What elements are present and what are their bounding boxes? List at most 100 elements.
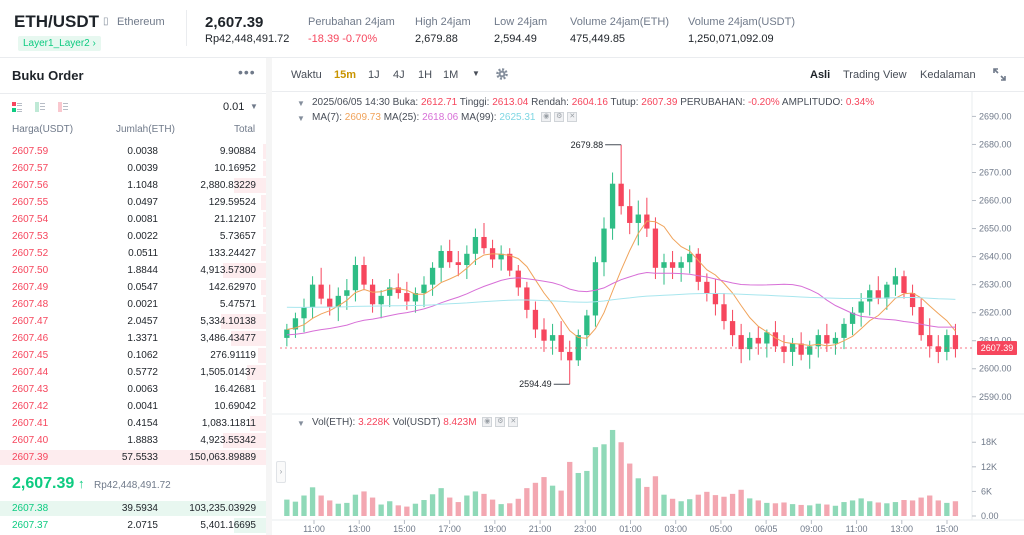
stat-value: 2,594.49 [494,33,537,45]
depth-bar [220,314,266,329]
ask-row[interactable]: 2607.46 1.3371 3,486.43477 [0,330,266,347]
ask-row[interactable]: 2607.55 0.0497 129.59524 [0,194,266,211]
close-icon[interactable]: ✕ [508,417,519,428]
coin-name[interactable]: Ethereum [117,16,165,28]
volume-tick-label: 18K [981,437,997,447]
row-price: 2607.49 [12,282,49,293]
expand-icon[interactable] [993,68,1006,81]
view-asks-icon[interactable] [58,102,68,112]
view-bids-icon[interactable] [35,102,45,112]
interval-1j[interactable]: 1J [368,69,380,81]
more-options-icon[interactable]: ••• [238,64,256,80]
volume-bar [327,500,333,516]
bid-row[interactable]: 2607.37 2.0715 5,401.16695 [0,517,266,534]
ask-row[interactable]: 2607.44 0.5772 1,505.01437 [0,364,266,381]
close-icon[interactable]: ✕ [567,112,578,123]
ask-row[interactable]: 2607.47 2.0457 5,334.10138 [0,313,266,330]
candle-body [335,295,341,308]
row-price: 2607.39 [12,452,49,463]
interval-15m[interactable]: 15m [334,69,357,81]
volume-bar [849,500,856,516]
collapse-volume-icon[interactable]: ▼ [297,419,305,428]
ask-row[interactable]: 2607.43 0.0063 16.42681 [0,381,266,398]
row-total: 5.73657 [219,231,256,242]
ask-row[interactable]: 2607.59 0.0038 9.90884 [0,143,266,160]
row-amount: 0.0021 [127,299,158,310]
volume-bar [858,498,864,516]
volume-bar [652,476,659,516]
ask-row[interactable]: 2607.42 0.0041 10.69042 [0,398,266,415]
volume-bar [481,493,487,516]
settings-icon[interactable]: ⚙ [495,417,506,428]
caret-down-icon[interactable]: ▼ [250,102,258,111]
volume-bar [867,501,873,516]
price-tick-label: 2640.00 [979,252,1012,262]
depth-bar [260,195,266,210]
view-both-icon[interactable] [12,102,22,112]
view-tradingview[interactable]: Trading View [843,69,907,81]
row-amount: 57.5533 [121,452,158,463]
visibility-icon[interactable]: ◉ [482,417,493,428]
ask-row[interactable]: 2607.48 0.0021 5.47571 [0,296,266,313]
candle-body [292,318,299,330]
volume-bar [369,497,376,516]
candle-body [755,337,761,344]
ask-row[interactable]: 2607.53 0.0022 5.73657 [0,228,266,245]
divider [0,93,266,94]
volume-bar [627,463,633,516]
category-tag[interactable]: Layer1_Layer2 › [18,36,101,51]
stat-value: 2,679.88 [415,33,458,45]
bid-list: 2607.38 39.5934 103,235.03929 2607.37 2.0715… [0,500,266,534]
collapse-panel-handle[interactable]: › [276,461,286,483]
volume-bar [464,495,470,516]
order-book-title: Buku Order [12,68,84,83]
time-tick-label: 11:00 [303,524,325,534]
volume-bar [721,496,727,516]
volume-bar [592,447,599,516]
volume-bar [901,500,907,516]
interval-1h[interactable]: 1H [418,69,433,81]
ask-row[interactable]: 2607.50 1.8844 4,913.57300 [0,262,266,279]
depth-bar [260,280,266,295]
row-total: 9.90884 [219,146,256,157]
ask-row[interactable]: 2607.49 0.0547 142.62970 [0,279,266,296]
candle-body [567,351,573,361]
view-depth[interactable]: Kedalaman [920,69,976,81]
collapse-ma-icon[interactable]: ▼ [297,114,305,123]
time-tick-label: 03:00 [664,524,687,534]
row-amount: 1.8883 [127,435,158,446]
price-tick-label: 2680.00 [979,139,1012,149]
row-amount: 0.4154 [127,418,158,429]
visibility-icon[interactable]: ◉ [541,112,552,123]
volume-bar [524,488,530,516]
interval-4j[interactable]: 4J [393,69,405,81]
volume-bar [661,494,667,516]
ask-row[interactable]: 2607.45 0.1062 276.91119 [0,347,266,364]
caret-down-icon[interactable]: ▼ [472,69,480,78]
ask-row[interactable]: 2607.56 1.1048 2,880.83229 [0,177,266,194]
candle-body [944,335,950,352]
gear-icon[interactable] [495,67,509,81]
ask-row[interactable]: 2607.39 57.5533 150,063.89889 [0,449,266,466]
ask-row[interactable]: 2607.41 0.4154 1,083.11811 [0,415,266,432]
candlestick-chart[interactable]: 2690.00 2680.00 2670.00 2660.00 2650.00 2640.… [272,58,1024,535]
settings-icon[interactable]: ⚙ [554,112,565,123]
pair-title[interactable]: ETH/USDT [14,12,99,31]
ask-row[interactable]: 2607.40 1.8883 4,923.55342 [0,432,266,449]
candle-body [618,183,624,207]
view-original[interactable]: Asli [810,69,831,81]
row-total: 16.42681 [214,384,256,395]
interval-1m[interactable]: 1M [443,69,459,81]
collapse-legend-icon[interactable]: ▼ [297,99,305,108]
volume-bar [738,489,744,516]
volume-bar [635,478,641,516]
price-tick-label: 2620.00 [979,308,1012,318]
precision-select[interactable]: 0.01 [223,101,245,113]
interval-label[interactable]: Waktu [291,69,322,81]
bid-row[interactable]: 2607.38 39.5934 103,235.03929 [0,500,266,517]
ask-row[interactable]: 2607.52 0.0511 133.24427 [0,245,266,262]
ask-row[interactable]: 2607.54 0.0081 21.12107 [0,211,266,228]
row-total: 150,063.89889 [189,452,256,463]
ask-row[interactable]: 2607.57 0.0039 10.16952 [0,160,266,177]
candle-body [532,309,539,330]
